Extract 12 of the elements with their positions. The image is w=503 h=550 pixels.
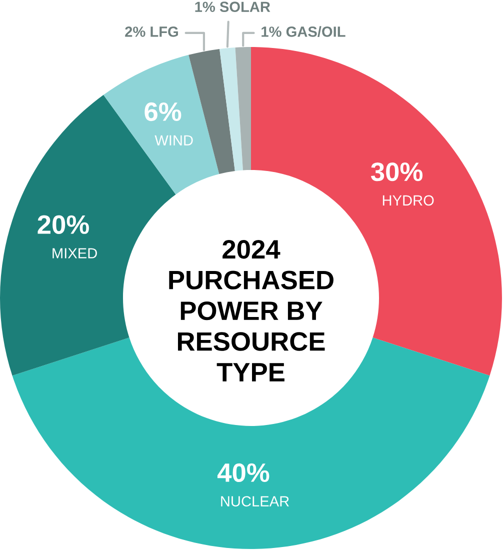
slice-label: HYDRO bbox=[382, 195, 434, 206]
slice-label: MIXED bbox=[52, 248, 97, 258]
slice-label: 2% LFG bbox=[125, 26, 178, 37]
data-label: 30% bbox=[370, 162, 422, 182]
slice-label: NUCLEAR bbox=[221, 496, 289, 506]
text: 2024 PURCHASED POWER BY RESOURCE TYPE bbox=[169, 240, 334, 382]
slice-label: 1% SOLAR bbox=[195, 2, 270, 12]
data-label: 40% bbox=[217, 463, 270, 482]
slice-label: 1% GAS/OIL bbox=[262, 26, 346, 38]
slice-label: WIND bbox=[154, 135, 193, 146]
data-label: 20% bbox=[38, 215, 89, 234]
data-label: 6% bbox=[144, 102, 182, 122]
